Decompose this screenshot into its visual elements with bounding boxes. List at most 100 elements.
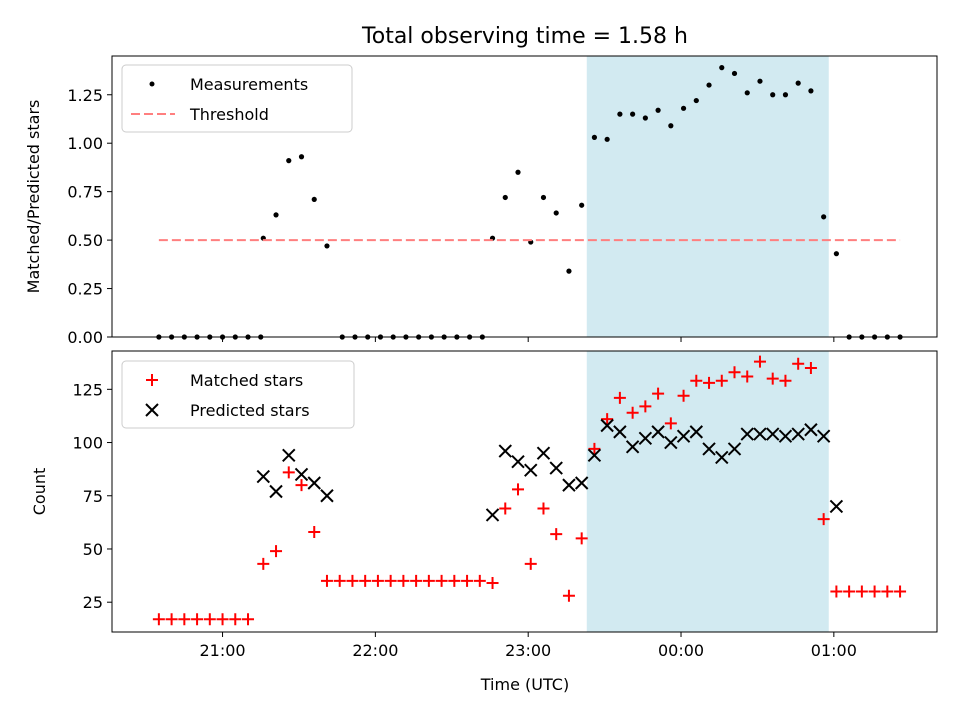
measurement-point <box>782 92 789 98</box>
matched-star-point <box>562 589 575 602</box>
predicted-star-point <box>485 508 500 522</box>
predicted-star-point <box>740 427 754 441</box>
predicted-star-point <box>549 461 563 475</box>
matched-star-point <box>779 374 792 387</box>
predicted-star-point <box>536 446 551 460</box>
chart-title: Total observing time = 1.58 h <box>361 24 688 49</box>
matched-star-point <box>461 574 474 587</box>
top-y-tick-label: 0.75 <box>67 183 103 202</box>
matched-star-point <box>473 574 486 587</box>
measurement-point <box>808 88 814 94</box>
matched-star-point <box>216 613 229 626</box>
predicted-star-point <box>256 469 271 484</box>
matched-star-point <box>652 387 665 400</box>
matched-star-point <box>537 502 550 515</box>
measurement-point <box>731 70 738 77</box>
predicted-star-point <box>766 427 780 441</box>
matched-star-point <box>728 366 741 379</box>
legend-measurements-label: Measurements <box>190 75 308 94</box>
matched-star-point <box>308 525 321 538</box>
predicted-star-point <box>498 444 512 458</box>
matched-star-point <box>550 528 563 541</box>
measurement-point <box>706 82 712 88</box>
bottom-y-tick-label: 75 <box>83 487 103 506</box>
predicted-star-point <box>676 429 691 443</box>
matched-star-point <box>512 483 525 496</box>
matched-star-point <box>792 357 805 370</box>
matched-star-point <box>397 574 410 587</box>
matched-star-point <box>817 513 830 526</box>
matched-star-point <box>422 574 435 587</box>
predicted-star-point <box>307 476 321 490</box>
x-tick-label: 22:00 <box>352 641 398 660</box>
predicted-star-point <box>294 467 309 482</box>
matched-star-point <box>868 585 881 598</box>
matched-star-point <box>295 479 308 492</box>
matched-star-point <box>270 545 283 558</box>
matched-star-point <box>152 613 165 626</box>
top-y-tick-label: 0.00 <box>67 328 103 347</box>
predicted-star-point <box>524 463 538 477</box>
x-axis-label: Time (UTC) <box>480 675 569 694</box>
bottom-panel: 25 50 75 100 125 21:00 22:00 23:00 00:00 01:00 Co… <box>30 350 938 694</box>
matched-star-point <box>588 442 601 455</box>
measurement-point <box>719 65 725 71</box>
predicted-star-point <box>664 435 678 450</box>
bottom-legend-box <box>121 360 355 429</box>
matched-star-point <box>257 557 270 570</box>
predicted-star-point <box>625 440 640 454</box>
measurement-point <box>770 92 776 98</box>
matched-star-point <box>843 585 856 598</box>
measurement-point <box>757 78 763 84</box>
top-y-tick-label: 1.00 <box>67 134 103 153</box>
x-tick-label: 21:00 <box>199 641 245 660</box>
legend-matched-label: Matched stars <box>190 371 303 390</box>
matched-star-point <box>715 374 728 387</box>
predicted-star-point <box>829 499 844 514</box>
matched-star-point <box>191 613 204 626</box>
measurement-point <box>515 169 521 175</box>
predicted-star-point <box>511 454 525 469</box>
measurement-point <box>579 202 585 208</box>
top-y-tick-label: 0.50 <box>67 231 103 250</box>
predicted-star-point <box>651 425 665 439</box>
matched-star-point <box>165 613 178 626</box>
measurement-point <box>680 105 687 111</box>
predicted-star-point <box>778 429 793 443</box>
top-y-axis-label: Matched/Predicted stars <box>24 100 43 294</box>
matched-star-point <box>229 613 242 626</box>
measurement-point <box>693 97 699 104</box>
matched-star-point <box>753 355 766 368</box>
legend-threshold-label: Threshold <box>189 105 269 124</box>
predicted-star-point <box>816 429 831 443</box>
matched-star-point <box>435 574 448 587</box>
predicted-star-point <box>600 418 614 433</box>
measurement-point <box>566 268 572 274</box>
matched-star-point <box>346 574 359 587</box>
bottom-y-tick-label: 25 <box>83 593 103 612</box>
matched-star-point <box>881 585 894 598</box>
measurement-point <box>617 111 623 117</box>
matched-star-point <box>894 585 907 598</box>
bottom-highlight-span <box>586 351 829 632</box>
matched-star-point <box>601 413 614 426</box>
matched-star-point <box>384 574 397 587</box>
top-highlight-span <box>586 56 829 337</box>
measurement-point <box>668 123 674 129</box>
matched-star-point <box>664 417 677 430</box>
predicted-star-point <box>689 425 704 439</box>
measurement-point <box>553 210 559 216</box>
measurement-point <box>655 107 661 113</box>
measurement-point <box>286 158 292 164</box>
matched-star-point <box>626 406 639 419</box>
matched-star-point <box>703 376 716 389</box>
matched-star-point <box>410 574 423 587</box>
top-legend-box <box>121 64 353 133</box>
matched-star-point <box>855 585 868 598</box>
measurement-point <box>642 115 648 121</box>
bottom-y-axis-label: Count <box>30 468 49 516</box>
matched-star-point <box>575 532 588 545</box>
measurement-point <box>821 214 827 220</box>
predicted-star-point <box>320 489 334 503</box>
